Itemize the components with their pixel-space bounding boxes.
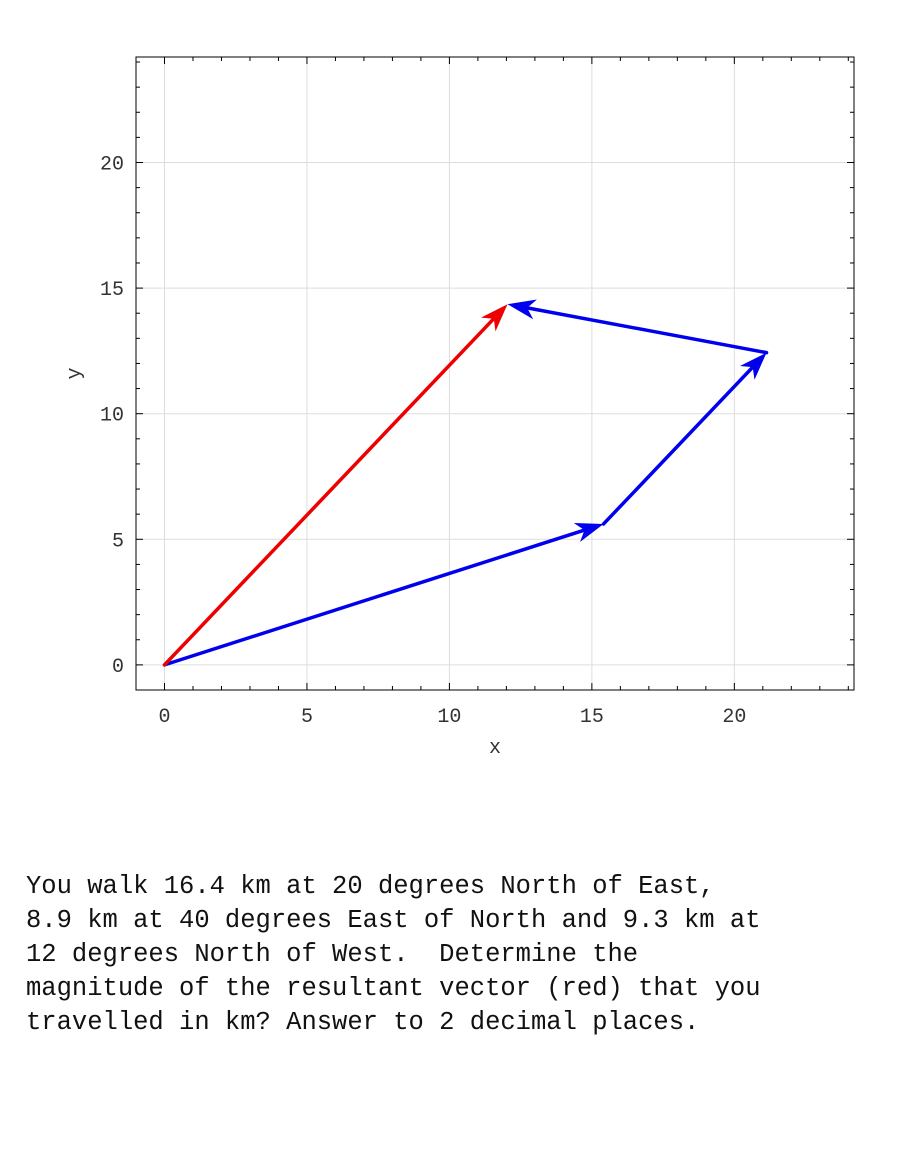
question-text: You walk 16.4 km at 20 degrees North of … (26, 870, 886, 1040)
vector-arrowhead (481, 304, 508, 332)
x-tick-label: 0 (158, 706, 170, 729)
y-tick-label: 20 (100, 154, 124, 177)
vector-shaft (162, 316, 496, 667)
y-tick-label: 5 (112, 530, 124, 553)
x-axis-label: x (489, 737, 501, 760)
resultant-vector (162, 304, 508, 667)
vector-arrowhead (573, 523, 604, 542)
x-tick-label: 10 (437, 706, 461, 729)
vector-shaft (601, 365, 755, 526)
y-tick-label: 15 (100, 279, 124, 302)
vector-shaft (525, 306, 769, 355)
vector-shaft (162, 528, 587, 667)
question-line: travelled in km? Answer to 2 decimal pla… (26, 1008, 700, 1037)
vector-chart: 0 5 10 15 20 0 5 10 15 20 x y (64, 56, 855, 760)
vector-arrowhead (507, 299, 537, 320)
question-line: You walk 16.4 km at 20 degrees North of … (26, 872, 715, 901)
grid-lines (136, 57, 854, 690)
component-vector-2 (601, 352, 767, 526)
component-vector-1 (162, 523, 604, 667)
chart-svg: 0 5 10 15 20 0 5 10 15 20 x y (64, 56, 855, 760)
x-tick-label: 20 (722, 706, 746, 729)
vectors (162, 299, 769, 667)
component-vector-3 (507, 299, 769, 355)
minor-ticks (135, 57, 854, 691)
plot-frame (135, 56, 855, 691)
y-axis-label: y (64, 367, 87, 379)
question-line: magnitude of the resultant vector (red) … (26, 974, 761, 1003)
x-tick-label: 15 (580, 706, 604, 729)
x-tick-label: 5 (301, 706, 313, 729)
vector-arrowhead (740, 352, 767, 380)
y-tick-label: 0 (112, 656, 124, 679)
question-line: 8.9 km at 40 degrees East of North and 9… (26, 906, 761, 935)
question-line: 12 degrees North of West. Determine the (26, 940, 639, 969)
y-tick-label: 10 (100, 405, 124, 428)
tick-labels: 0 5 10 15 20 0 5 10 15 20 (100, 154, 746, 730)
